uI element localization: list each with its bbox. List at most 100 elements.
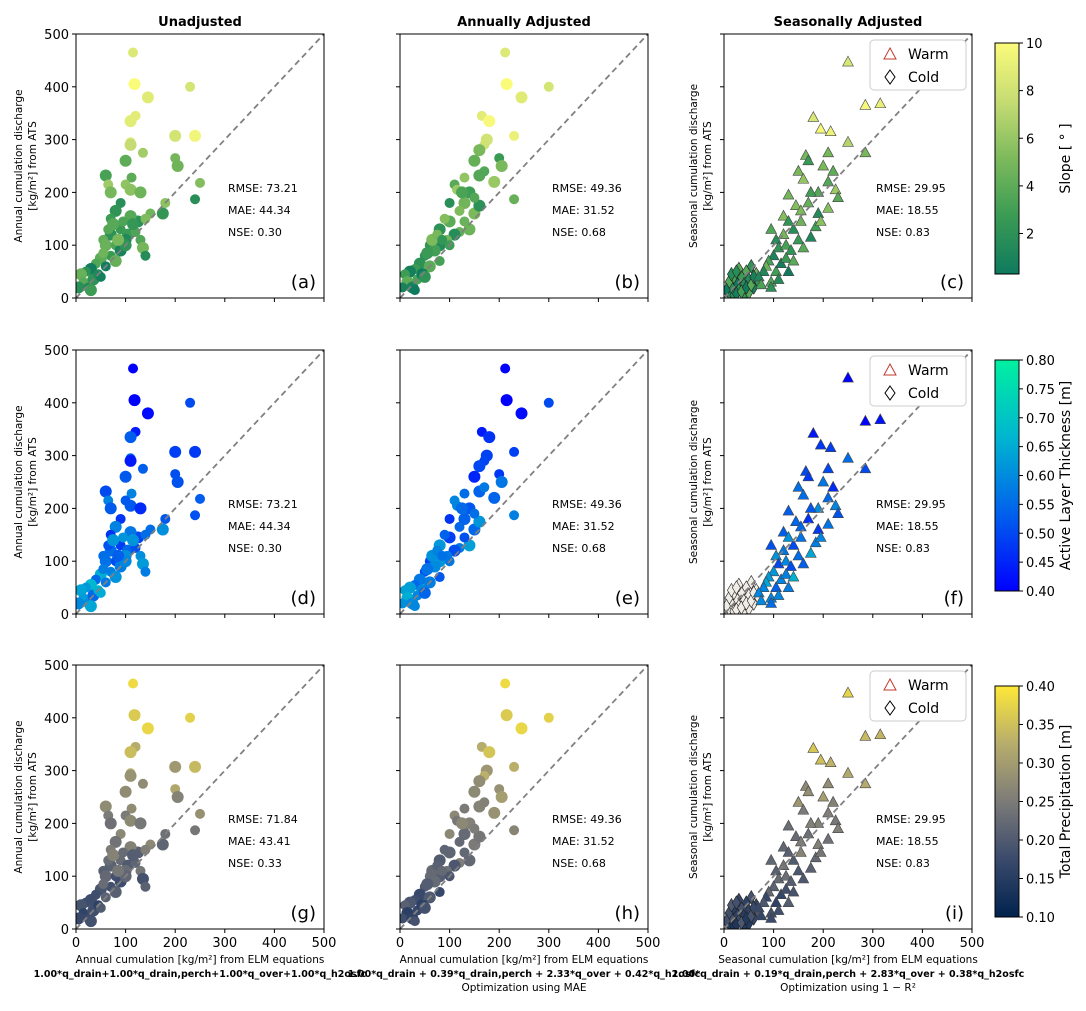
cold-marker (746, 574, 756, 590)
panel-letter: (d) (291, 588, 316, 609)
data-point (95, 902, 106, 913)
data-point (463, 539, 476, 552)
rmse-label: RMSE: 73.21 (228, 182, 298, 195)
data-point (421, 563, 434, 576)
legend-warm-marker (883, 362, 897, 376)
warm-marker (782, 896, 795, 907)
data-point (509, 446, 520, 457)
rmse-label: RMSE: 29.95 (876, 182, 946, 195)
legend-cold-label: Cold (908, 386, 939, 402)
plot-frame (723, 664, 973, 930)
x-tick-label: 200 (163, 936, 188, 951)
panel-letter: (a) (291, 272, 316, 293)
y-tick-label: 100 (44, 870, 69, 885)
colorbar-tick-label: 8 (1026, 85, 1034, 100)
warm-marker (832, 191, 844, 203)
plot-frame (723, 33, 973, 299)
mae-label: MAE: 31.52 (552, 520, 615, 533)
data-points (400, 363, 554, 612)
data-point (469, 192, 480, 203)
warm-marker (777, 209, 790, 221)
panel-letter: (e) (615, 588, 640, 609)
y-axis-label: [kg/m²] from ATS (27, 752, 39, 842)
data-point (128, 394, 141, 407)
warm-marker (874, 728, 887, 740)
warm-marker (812, 207, 825, 218)
panel-letter: (b) (615, 272, 640, 293)
legend-warm-marker (883, 677, 897, 691)
data-point (459, 803, 470, 814)
data-point (456, 186, 468, 199)
colorbar-tick-label: 0.55 (1026, 498, 1055, 513)
nse-label: NSE: 0.33 (228, 857, 282, 870)
warm-marker (842, 766, 854, 778)
warm-marker (775, 888, 787, 900)
warm-marker (824, 441, 837, 453)
data-point (437, 865, 448, 876)
column-title-annually-adjusted: Annually Adjusted (457, 15, 591, 30)
colorbar-tick-label: 0.40 (1026, 585, 1055, 600)
data-point (156, 523, 169, 536)
colorbar-label: Slope [ ° ] (1058, 123, 1074, 193)
x-tick-label: 400 (262, 936, 287, 951)
data-point (500, 394, 513, 407)
colorbar-tick-label: 0.75 (1026, 383, 1055, 398)
data-point (140, 566, 151, 577)
warm-marker (780, 554, 792, 566)
warm-marker (772, 589, 785, 600)
data-point (124, 746, 137, 759)
data-point (434, 887, 445, 898)
data-point (458, 827, 471, 840)
warm-marker (804, 816, 817, 828)
data-point (171, 476, 184, 488)
data-point (509, 825, 520, 836)
y-axis-label: [kg/m²] from ATS (27, 437, 39, 527)
data-point (134, 186, 147, 199)
warm-marker (787, 570, 800, 582)
warm-marker (765, 853, 778, 865)
one-to-one-line (75, 33, 325, 299)
data-point (483, 431, 496, 444)
y-tick-label: 400 (44, 712, 69, 727)
warm-marker (807, 426, 820, 438)
data-point (189, 760, 202, 773)
data-point (99, 485, 112, 498)
data-point (434, 256, 445, 267)
data-point (140, 529, 151, 540)
warm-marker (842, 371, 854, 383)
mae-label: MAE: 43.41 (228, 835, 291, 848)
warm-marker (842, 686, 854, 698)
mae-label: MAE: 31.52 (552, 835, 615, 848)
warm-marker (752, 901, 765, 913)
legend-cold-label: Cold (908, 701, 939, 717)
data-point (185, 712, 196, 723)
colorbar-tick-label: 0.25 (1026, 796, 1055, 811)
data-point (127, 849, 140, 862)
warm-marker (777, 525, 790, 537)
warm-marker (822, 832, 835, 844)
data-point (140, 881, 151, 892)
warm-marker (787, 538, 800, 550)
colorbar: 0.10 0.15 0.20 0.25 0.30 0.35 0.40 Total Precip… (994, 680, 1074, 926)
data-point (134, 502, 147, 515)
warm-marker (822, 806, 835, 818)
warm-marker (794, 530, 807, 542)
data-point (189, 445, 202, 458)
data-point (454, 836, 465, 847)
warm-marker (772, 273, 785, 284)
mae-label: MAE: 44.34 (228, 204, 291, 217)
x-tick-label: 100 (113, 936, 138, 951)
warm-marker (797, 241, 810, 253)
warm-marker (859, 462, 872, 474)
data-point (118, 216, 129, 227)
warm-marker (809, 536, 822, 548)
colorbar-label: Total Precipitation [m] (1058, 725, 1074, 880)
warm-marker (827, 795, 840, 807)
data-point (112, 549, 125, 562)
colorbar-tick-label: 0.50 (1026, 527, 1055, 542)
data-point (444, 513, 455, 524)
cold-marker (732, 895, 741, 910)
data-point (439, 213, 450, 224)
data-point (459, 532, 470, 543)
warm-marker (767, 249, 780, 261)
